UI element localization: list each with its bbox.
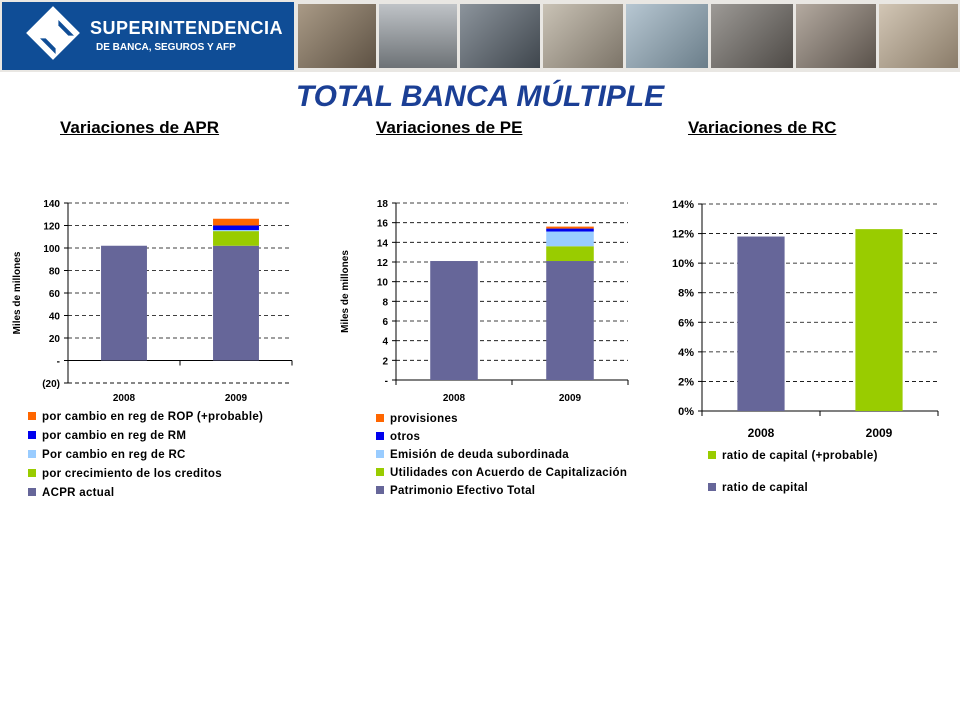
apr-ytick-label: 80 — [49, 267, 61, 278]
apr-legend-label: Por cambio en reg de RC — [42, 449, 186, 461]
pe-bar-2009 — [546, 228, 594, 232]
apr-bar-2009 — [213, 218, 259, 226]
pe-ytick-label: 8 — [382, 297, 388, 308]
apr-y-axis-label: Miles de millones — [12, 251, 23, 334]
banner-photo-meeting — [796, 4, 876, 68]
pe-legend-swatch — [376, 432, 384, 440]
rc-ytick-label: 6% — [678, 317, 694, 329]
apr-ytick-label: 20 — [49, 334, 61, 345]
apr-ytick-label: 60 — [49, 289, 61, 300]
pe-bar-2009 — [546, 226, 594, 229]
logo-subtitle: DE BANCA, SEGUROS Y AFP — [96, 42, 236, 53]
apr-bar-2009 — [213, 230, 259, 232]
rc-legend-swatch — [708, 451, 716, 459]
chart-rc-title: Variaciones de RC — [688, 118, 837, 137]
pe-legend-label: Utilidades con Acuerdo de Capitalización — [390, 467, 627, 479]
apr-ytick-label: 40 — [49, 312, 61, 323]
pe-legend-swatch — [376, 450, 384, 458]
apr-ytick-label: (20) — [42, 379, 60, 390]
pe-ytick-label: 2 — [382, 356, 388, 367]
rc-ytick-label: 10% — [672, 258, 694, 270]
pe-bar-2009 — [546, 261, 594, 380]
pe-ytick-label: 12 — [377, 258, 389, 269]
rc-ytick-label: 0% — [678, 406, 694, 418]
pe-legend-label: Emisión de deuda subordinada — [390, 449, 569, 461]
apr-legend-swatch — [28, 431, 36, 439]
pe-bar-2008 — [430, 261, 478, 380]
pe-ytick-label: - — [385, 376, 388, 387]
rc-ytick-label: 4% — [678, 347, 694, 359]
rc-bar-2009 — [855, 229, 903, 411]
pe-legend-label: Patrimonio Efectivo Total — [390, 485, 535, 497]
pe-bar-2009 — [546, 231, 594, 247]
apr-legend-label: por cambio en reg de RM — [42, 430, 186, 442]
chart-pe: - 2 4 6 8 10 12 14 16 18 2008 2009 Miles de millones… — [340, 199, 629, 497]
pe-legend-swatch — [376, 486, 384, 494]
apr-bar-2009 — [213, 245, 259, 361]
chart-apr: (20) - 20 40 60 80 100 120 140 2008 2009 Miles de m… — [12, 199, 293, 499]
pe-category-label: 2008 — [443, 393, 466, 404]
banner-photo-keyboard — [460, 4, 540, 68]
pe-ytick-label: 18 — [377, 199, 389, 210]
pe-legend-swatch — [376, 414, 384, 422]
rc-legend-label: ratio de capital — [722, 482, 808, 494]
pe-ytick-label: 16 — [377, 219, 389, 230]
rc-category-label: 2009 — [866, 426, 893, 440]
apr-bar-2009 — [213, 225, 259, 230]
page-title: TOTAL BANCA MÚLTIPLE — [295, 80, 665, 113]
chart-apr-title: Variaciones de APR — [60, 118, 220, 137]
banner-photo-building — [379, 4, 457, 68]
banner-photo-hands — [543, 4, 623, 68]
pe-y-axis-label: Miles de millones — [340, 250, 351, 333]
apr-legend-label: por crecimiento de los creditos — [42, 468, 222, 480]
apr-legend-label: ACPR actual — [42, 487, 114, 499]
apr-ytick-label: 100 — [43, 244, 60, 255]
chart-rc: 0% 2% 4% 6% 8% 10% 12% 14% 2008 2009 ratio de capi… — [672, 199, 939, 494]
rc-ytick-label: 12% — [672, 229, 694, 241]
rc-category-label: 2008 — [748, 426, 775, 440]
pe-ytick-label: 14 — [377, 238, 389, 249]
banner-photo-money — [626, 4, 708, 68]
rc-legend-label: ratio de capital (+probable) — [722, 450, 878, 462]
banner-photo-signing — [879, 4, 958, 68]
apr-legend-swatch — [28, 450, 36, 458]
header-banner: SUPERINTENDENCIA DE BANCA, SEGUROS Y AFP — [0, 0, 960, 72]
rc-ytick-label: 2% — [678, 376, 694, 388]
rc-ytick-label: 14% — [672, 199, 694, 211]
apr-bar-2008 — [101, 245, 147, 361]
apr-ytick-label: 120 — [43, 222, 60, 233]
chart-pe-title: Variaciones de PE — [376, 118, 523, 137]
apr-legend-label: por cambio en reg de ROP (+probable) — [42, 411, 263, 423]
banner-photo-card — [298, 4, 376, 68]
pe-ytick-label: 6 — [382, 317, 388, 328]
apr-category-label: 2008 — [113, 393, 136, 404]
pe-bar-2009 — [546, 246, 594, 262]
banner-photo-terminal — [711, 4, 793, 68]
apr-ytick-label: - — [57, 357, 60, 368]
apr-legend-swatch — [28, 488, 36, 496]
apr-ytick-label: 140 — [43, 199, 60, 210]
rc-bar-2008 — [737, 236, 785, 411]
pe-legend-swatch — [376, 468, 384, 476]
apr-legend-swatch — [28, 412, 36, 420]
pe-ytick-label: 4 — [382, 337, 388, 348]
apr-bar-2009 — [213, 231, 259, 246]
apr-legend-swatch — [28, 469, 36, 477]
pe-category-label: 2009 — [559, 393, 582, 404]
logo-name: SUPERINTENDENCIA — [90, 18, 284, 38]
pe-legend-label: provisiones — [390, 413, 458, 425]
sbs-logo: SUPERINTENDENCIA DE BANCA, SEGUROS Y AFP — [2, 2, 294, 70]
rc-legend-swatch — [708, 483, 716, 491]
rc-ytick-label: 8% — [678, 288, 694, 300]
apr-category-label: 2009 — [225, 393, 248, 404]
pe-ytick-label: 10 — [377, 278, 389, 289]
pe-legend-label: otros — [390, 431, 420, 443]
